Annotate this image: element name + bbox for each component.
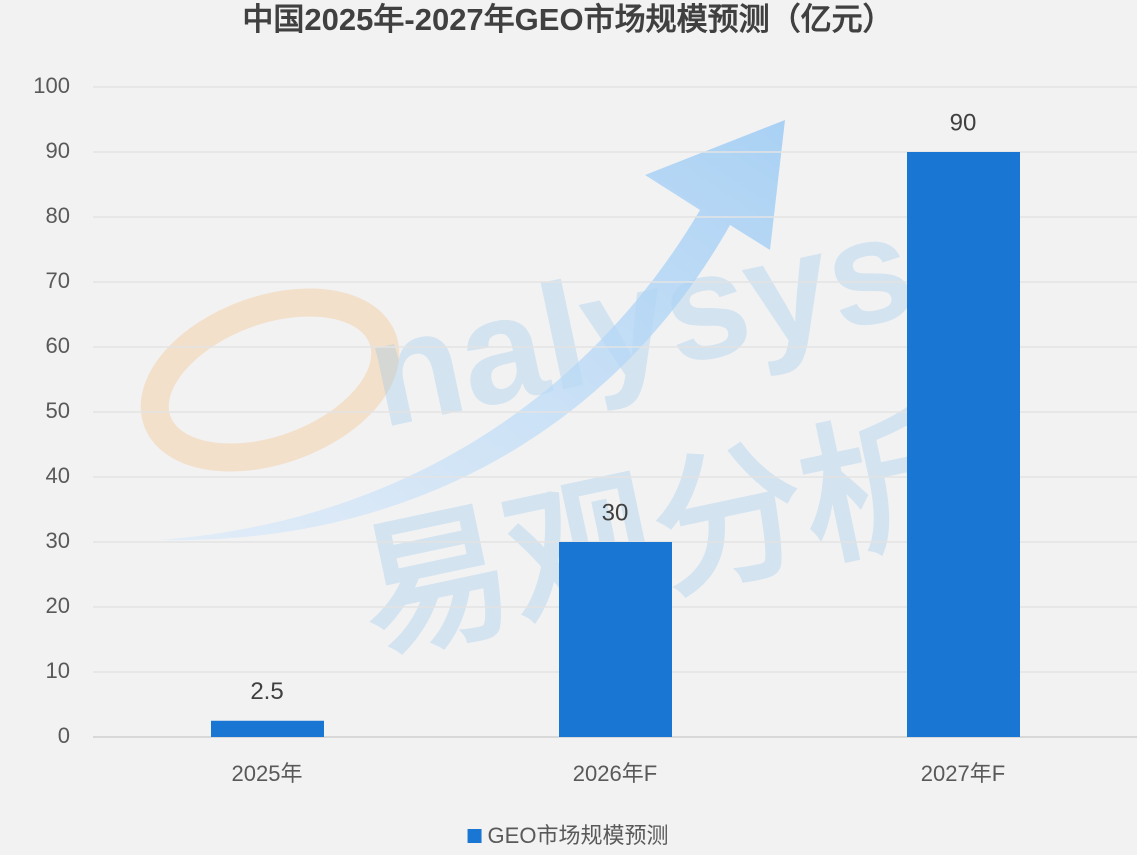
y-tick-label: 10 (46, 658, 70, 683)
x-tick-label: 2027年F (921, 761, 1005, 786)
plot: 2025年 2.5 2026年F 30 2027年F 90 (211, 109, 1020, 786)
y-tick-label: 50 (46, 398, 70, 423)
y-tick-label: 30 (46, 528, 70, 553)
bar (211, 720, 324, 737)
bar (907, 152, 1020, 737)
y-tick-label: 20 (46, 593, 70, 618)
y-tick-label: 60 (46, 333, 70, 358)
y-tick-label: 80 (46, 203, 70, 228)
watermark: nalysys 易观分析 (140, 120, 967, 680)
bar (559, 542, 672, 737)
watermark-logo (140, 288, 400, 472)
value-label: 2.5 (250, 678, 283, 705)
y-tick-label: 90 (46, 138, 70, 163)
x-tick-label: 2026年F (573, 761, 657, 786)
value-label: 30 (602, 499, 629, 526)
legend-swatch (467, 829, 482, 843)
value-label: 90 (950, 109, 977, 136)
x-tick-label: 2025年 (232, 761, 303, 786)
y-tick-label: 0 (58, 723, 70, 748)
trend-arrow (160, 120, 785, 541)
y-tick-label: 100 (33, 73, 70, 98)
y-tick-label: 40 (46, 463, 70, 488)
y-tick-label: 70 (46, 268, 70, 293)
legend-label: GEO市场规模预测 (488, 823, 669, 848)
chart-title: 中国2025年-2027年GEO市场规模预测（亿元） (242, 2, 893, 37)
